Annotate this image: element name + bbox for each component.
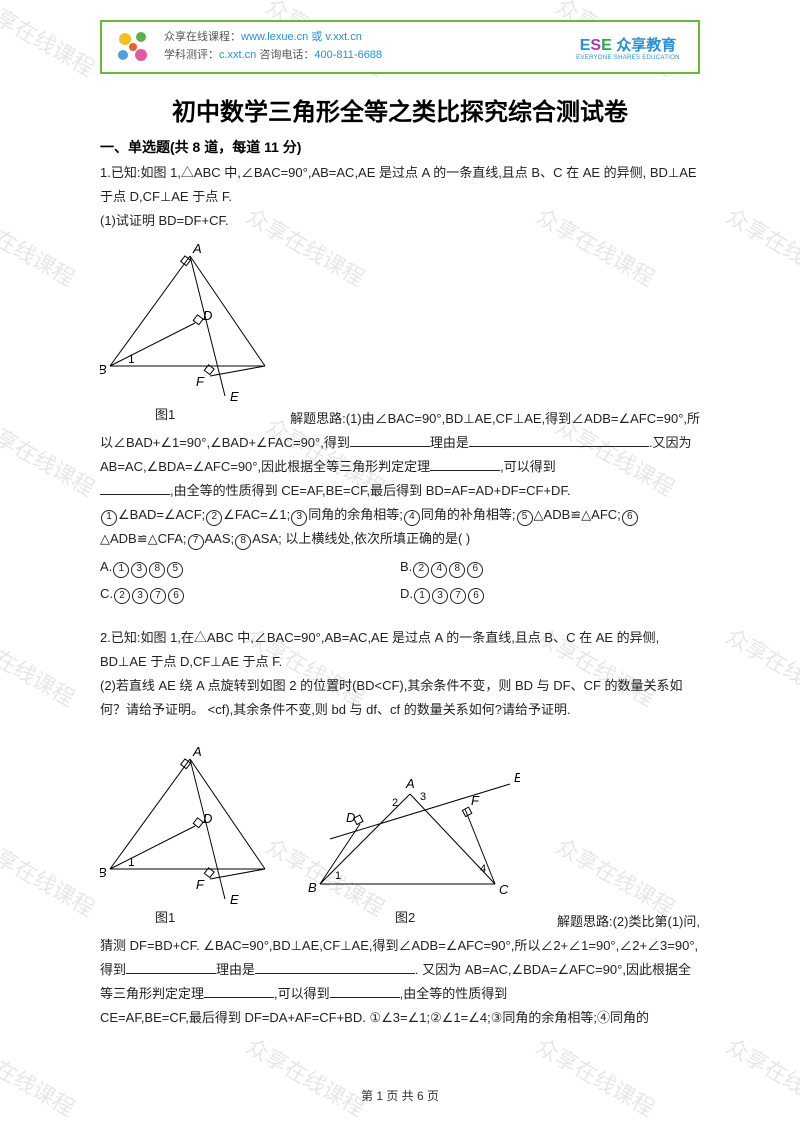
q1-hint-row1: 以∠BAD+∠1=90°,∠BAD+∠FAC=90°,得到理由是.又因为 AB=… xyxy=(100,431,700,479)
option-b: B.2486 xyxy=(400,555,700,579)
q2-hint-3: CE=AF,BE=CF,最后得到 DF=DA+AF=CF+BD. ①∠3=∠1;… xyxy=(100,1006,700,1030)
phone-label: 咨询电话： xyxy=(256,49,314,61)
svg-text:1: 1 xyxy=(335,870,341,882)
q2-hint-1: 猜测 DF=BD+CF. ∠BAC=90°,BD⊥AE,CF⊥AE,得到∠ADB… xyxy=(100,934,700,958)
svg-text:E: E xyxy=(514,770,520,785)
q1-hint-lead: 解题思路:(1)由∠BAC=90°,BD⊥AE,CF⊥AE,得到∠ADB=∠AF… xyxy=(100,407,700,431)
svg-text:A: A xyxy=(405,776,415,791)
page-footer: 第 1 页 共 6 页 xyxy=(0,1087,800,1104)
triangle-diagram-1: ABCDEF1 xyxy=(100,241,270,401)
figure-2: A B C D E F 1 2 3 4 图2 xyxy=(300,754,520,930)
svg-text:C: C xyxy=(499,882,509,897)
blank xyxy=(100,481,170,495)
fig2-caption: 图2 xyxy=(395,906,520,930)
svg-text:F: F xyxy=(471,793,480,808)
page-title: 初中数学三角形全等之类比探究综合测试卷 xyxy=(100,92,700,127)
option-d: D.1376 xyxy=(400,582,700,606)
svg-text:3: 3 xyxy=(420,791,426,803)
figure-1: ABCDEF1 图1 xyxy=(100,241,700,427)
option-c: C.2376 xyxy=(100,582,400,606)
header-url: www.lexue.cn 或 v.xxt.cn xyxy=(241,31,362,43)
q2-part: (2)若直线 AE 绕 A 点旋转到如图 2 的位置时(BD<CF),其余条件不… xyxy=(100,674,700,722)
option-a: A.1385 xyxy=(100,555,400,579)
brand-logo: ESE 众享教育 EVERYONE SHARES EDUCATION xyxy=(558,34,698,61)
header-label2: 学科测评： xyxy=(164,49,219,61)
blank xyxy=(469,433,649,447)
q1-hint-row2: ,由全等的性质得到 CE=AF,BE=CF,最后得到 BD=AF=AD+DF=C… xyxy=(100,479,700,503)
q2-hint-2: 得到理由是. 又因为 AB=AC,∠BDA=∠AFC=90°,因此根据全等三角形… xyxy=(100,958,700,1006)
fig1b-caption: 图1 xyxy=(155,906,270,930)
question-1: 1.已知:如图 1,△ABC 中,∠BAC=90°,AB=AC,AE 是过点 A… xyxy=(100,161,700,608)
q1-stem: 1.已知:如图 1,△ABC 中,∠BAC=90°,AB=AC,AE 是过点 A… xyxy=(100,161,700,209)
brand-cn: 众享教育 xyxy=(616,37,676,54)
document-page: 众享在线课程：www.lexue.cn 或 v.xxt.cn 学科测评：c.xx… xyxy=(0,0,800,1070)
svg-text:A: A xyxy=(192,744,202,759)
header-banner: 众享在线课程：www.lexue.cn 或 v.xxt.cn 学科测评：c.xx… xyxy=(100,20,700,74)
blank xyxy=(330,984,400,998)
header-text: 众享在线课程：www.lexue.cn 或 v.xxt.cn 学科测评：c.xx… xyxy=(164,29,558,64)
q1-choices-line: 1∠BAD=∠ACF;2∠FAC=∠1;3同角的余角相等;4同角的补角相等;5△… xyxy=(100,503,700,551)
q1-part: (1)试证明 BD=DF+CF. xyxy=(100,209,700,233)
svg-text:2: 2 xyxy=(392,797,398,809)
svg-text:A: A xyxy=(192,241,202,256)
svg-text:F: F xyxy=(196,877,205,892)
section-heading: 一、单选题(共 8 道，每道 11 分) xyxy=(100,137,700,157)
header-url2: c.xxt.cn xyxy=(219,49,256,61)
svg-text:B: B xyxy=(308,880,317,895)
triangle-diagram-1b: ABCDEF1 xyxy=(100,744,270,904)
figure-1b: ABCDEF1 图1 xyxy=(100,744,270,930)
svg-text:B: B xyxy=(100,362,107,377)
question-2: 2.已知:如图 1,在△ABC 中,∠BAC=90°,AB=AC,AE 是过点 … xyxy=(100,626,700,1030)
blank xyxy=(126,960,216,974)
svg-text:D: D xyxy=(203,308,212,323)
svg-text:1: 1 xyxy=(128,855,135,869)
svg-text:B: B xyxy=(100,865,107,880)
svg-text:D: D xyxy=(346,810,355,825)
svg-text:E: E xyxy=(230,892,239,904)
svg-text:F: F xyxy=(196,374,205,389)
logo-icon xyxy=(108,22,158,72)
brand-sub: EVERYONE SHARES EDUCATION xyxy=(558,55,698,61)
q2-stem: 2.已知:如图 1,在△ABC 中,∠BAC=90°,AB=AC,AE 是过点 … xyxy=(100,626,700,674)
header-phone: 400-811-6688 xyxy=(314,49,382,61)
q1-options: A.1385 B.2486 C.2376 D.1376 xyxy=(100,555,700,607)
blank xyxy=(255,960,415,974)
svg-text:D: D xyxy=(203,811,212,826)
blank xyxy=(430,457,500,471)
blank xyxy=(204,984,274,998)
svg-text:1: 1 xyxy=(128,352,135,366)
figures-row: A B C D E F 1 图1 A B C D E F 1 2 3 4 图2 xyxy=(100,736,700,938)
blank xyxy=(350,433,430,447)
svg-text:4: 4 xyxy=(480,863,486,875)
header-label: 众享在线课程： xyxy=(164,31,241,43)
svg-text:E: E xyxy=(230,389,239,401)
triangle-diagram-2: A B C D E F 1 2 3 4 xyxy=(300,754,520,904)
